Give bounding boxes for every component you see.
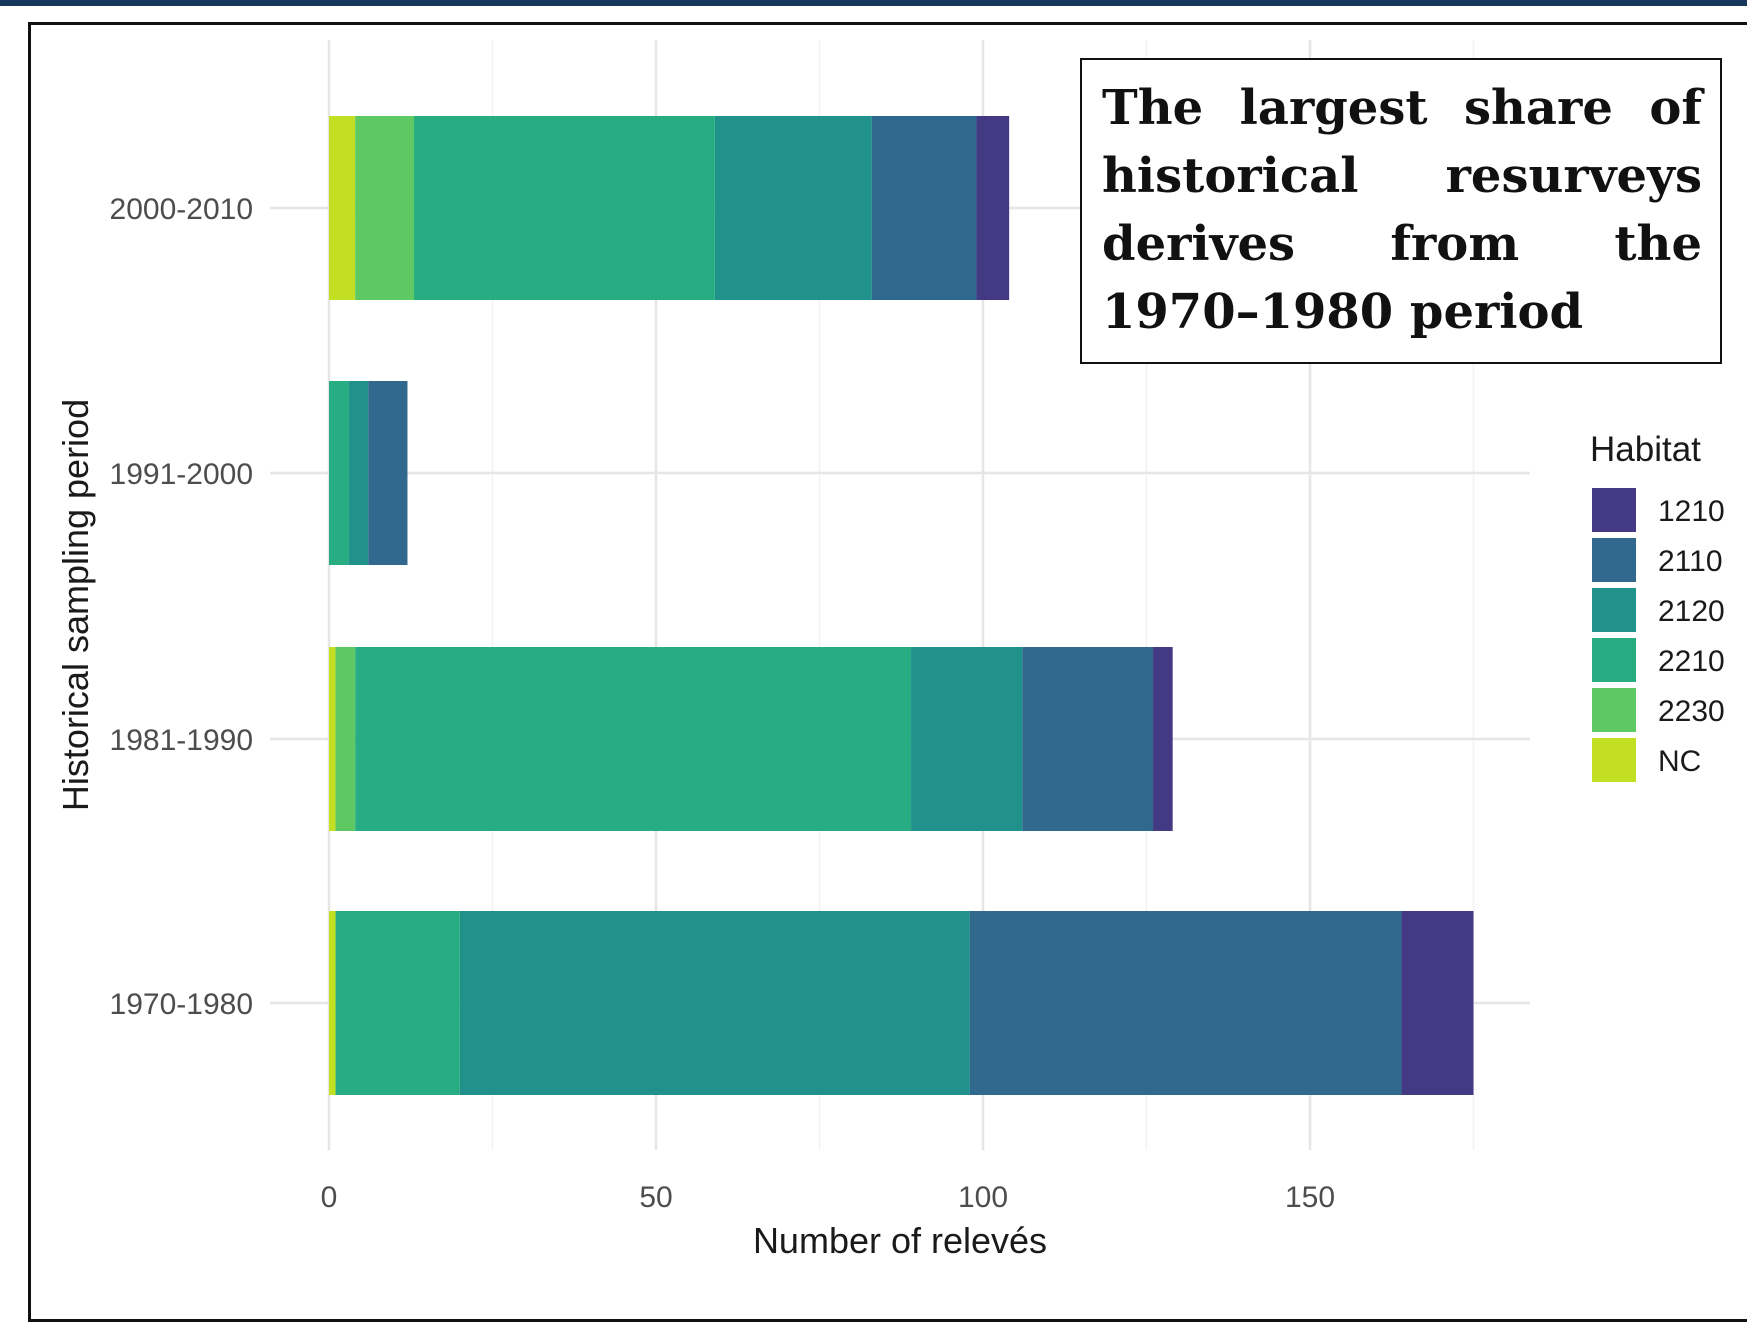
- bar-segment-2110-2000-2010: [871, 116, 977, 300]
- y-tick-label: 2000-2010: [110, 193, 253, 226]
- bar-segment-2110-1981-1990: [1022, 647, 1154, 831]
- stacked-bar-chart: 1970-1980 1981-1990 1991-2000 2000-2010 0 50…: [55, 40, 1725, 1261]
- y-tick-label: 1970-1980: [110, 988, 253, 1021]
- bar-segment-NC-1970-1980: [329, 911, 336, 1095]
- legend-key-2120: [1592, 588, 1636, 632]
- legend-key-2210: [1592, 638, 1636, 682]
- bar-segment-1210-1981-1990: [1153, 647, 1173, 831]
- bar-segment-2210-1970-1980: [335, 911, 460, 1095]
- bar-segment-2120-1981-1990: [911, 647, 1023, 831]
- legend-key-1210: [1592, 488, 1636, 532]
- legend-title: Habitat: [1590, 430, 1701, 469]
- bar-segment-2230-2000-2010: [355, 116, 415, 300]
- x-tick-label: 150: [1285, 1181, 1335, 1214]
- bar-segment-2120-2000-2010: [714, 116, 872, 300]
- legend-key-NC: [1592, 738, 1636, 782]
- legend-label: 2230: [1658, 695, 1725, 728]
- x-tick-label: 100: [958, 1181, 1008, 1214]
- bar-segment-2120-1970-1980: [459, 911, 970, 1095]
- bar-segment-NC-2000-2010: [329, 116, 356, 300]
- legend-label: 2120: [1658, 595, 1725, 628]
- legend-label: 1210: [1658, 495, 1725, 528]
- legend-label: NC: [1658, 745, 1701, 778]
- bar-segment-2210-1981-1990: [355, 647, 912, 831]
- legend-key-2110: [1592, 538, 1636, 582]
- bar-segment-2210-2000-2010: [414, 116, 715, 300]
- bar-segment-2120-1991-2000: [348, 381, 369, 565]
- y-tick-label: 1981-1990: [110, 724, 253, 757]
- bar-segment-1210-2000-2010: [976, 116, 1010, 300]
- bar-segment-2110-1991-2000: [368, 381, 408, 565]
- y-tick-label: 1991-2000: [110, 458, 253, 491]
- y-tick-labels: 1970-1980 1981-1990 1991-2000 2000-2010: [110, 193, 253, 1021]
- bars-layer: [329, 116, 1474, 1095]
- legend-label: 2210: [1658, 645, 1725, 678]
- bar-segment-1210-1970-1980: [1401, 911, 1474, 1095]
- x-tick-label: 0: [321, 1181, 338, 1214]
- x-axis-title: Number of relevés: [753, 1220, 1047, 1261]
- top-border-bar: [0, 0, 1747, 6]
- x-tick-labels: 0 50 100 150: [321, 1181, 1335, 1214]
- bar-segment-2210-1991-2000: [329, 381, 349, 565]
- legend: Habitat 1210 2110 2120 2210 2230 NC: [1590, 430, 1725, 782]
- annotation-callout: The largest share of historical resurvey…: [1080, 58, 1722, 364]
- legend-key-2230: [1592, 688, 1636, 732]
- x-tick-label: 50: [639, 1181, 672, 1214]
- bar-segment-2110-1970-1980: [969, 911, 1402, 1095]
- y-axis-title: Historical sampling period: [55, 399, 96, 811]
- legend-label: 2110: [1658, 545, 1723, 578]
- bar-segment-NC-1981-1990: [329, 647, 336, 831]
- bar-segment-2230-1981-1990: [335, 647, 356, 831]
